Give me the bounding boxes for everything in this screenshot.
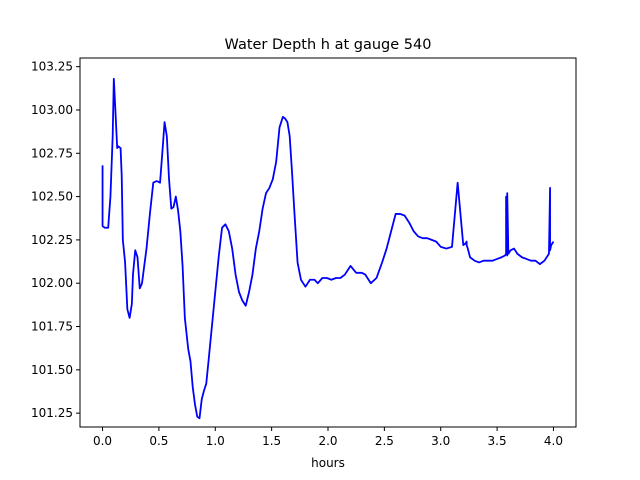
x-tick-label: 2.5 (375, 434, 394, 448)
y-tick-label: 101.75 (31, 320, 73, 334)
y-tick-label: 101.50 (31, 363, 73, 377)
y-tick-label: 103.00 (31, 103, 73, 117)
x-axis-label: hours (311, 456, 345, 470)
y-tick-label: 102.75 (31, 146, 73, 160)
y-tick-label: 101.25 (31, 406, 73, 420)
chart-title: Water Depth h at gauge 540 (225, 37, 432, 53)
plot-frame (79, 57, 577, 428)
x-tick-label: 2.0 (318, 434, 337, 448)
x-tick-label: 3.5 (488, 434, 507, 448)
plot-area (101, 77, 555, 420)
y-tick-label: 103.25 (31, 60, 73, 74)
y-tick-label: 102.50 (31, 190, 73, 204)
x-tick-label: 0.0 (93, 434, 112, 448)
x-tick-label: 1.0 (206, 434, 225, 448)
y-tick-label: 102.00 (31, 276, 73, 290)
x-tick-label: 1.5 (262, 434, 281, 448)
x-axis: 0.0 0.5 1.0 1.5 2.0 2.5 3.0 3.5 4.0 (93, 427, 563, 448)
y-axis: 101.25 101.50 101.75 102.00 102.25 102.50 102.… (31, 60, 80, 420)
x-tick-label: 3.0 (431, 434, 450, 448)
x-tick-label: 4.0 (544, 434, 563, 448)
y-tick-label: 102.25 (31, 233, 73, 247)
series-line-water-depth (101, 77, 555, 420)
x-tick-label: 0.5 (149, 434, 168, 448)
